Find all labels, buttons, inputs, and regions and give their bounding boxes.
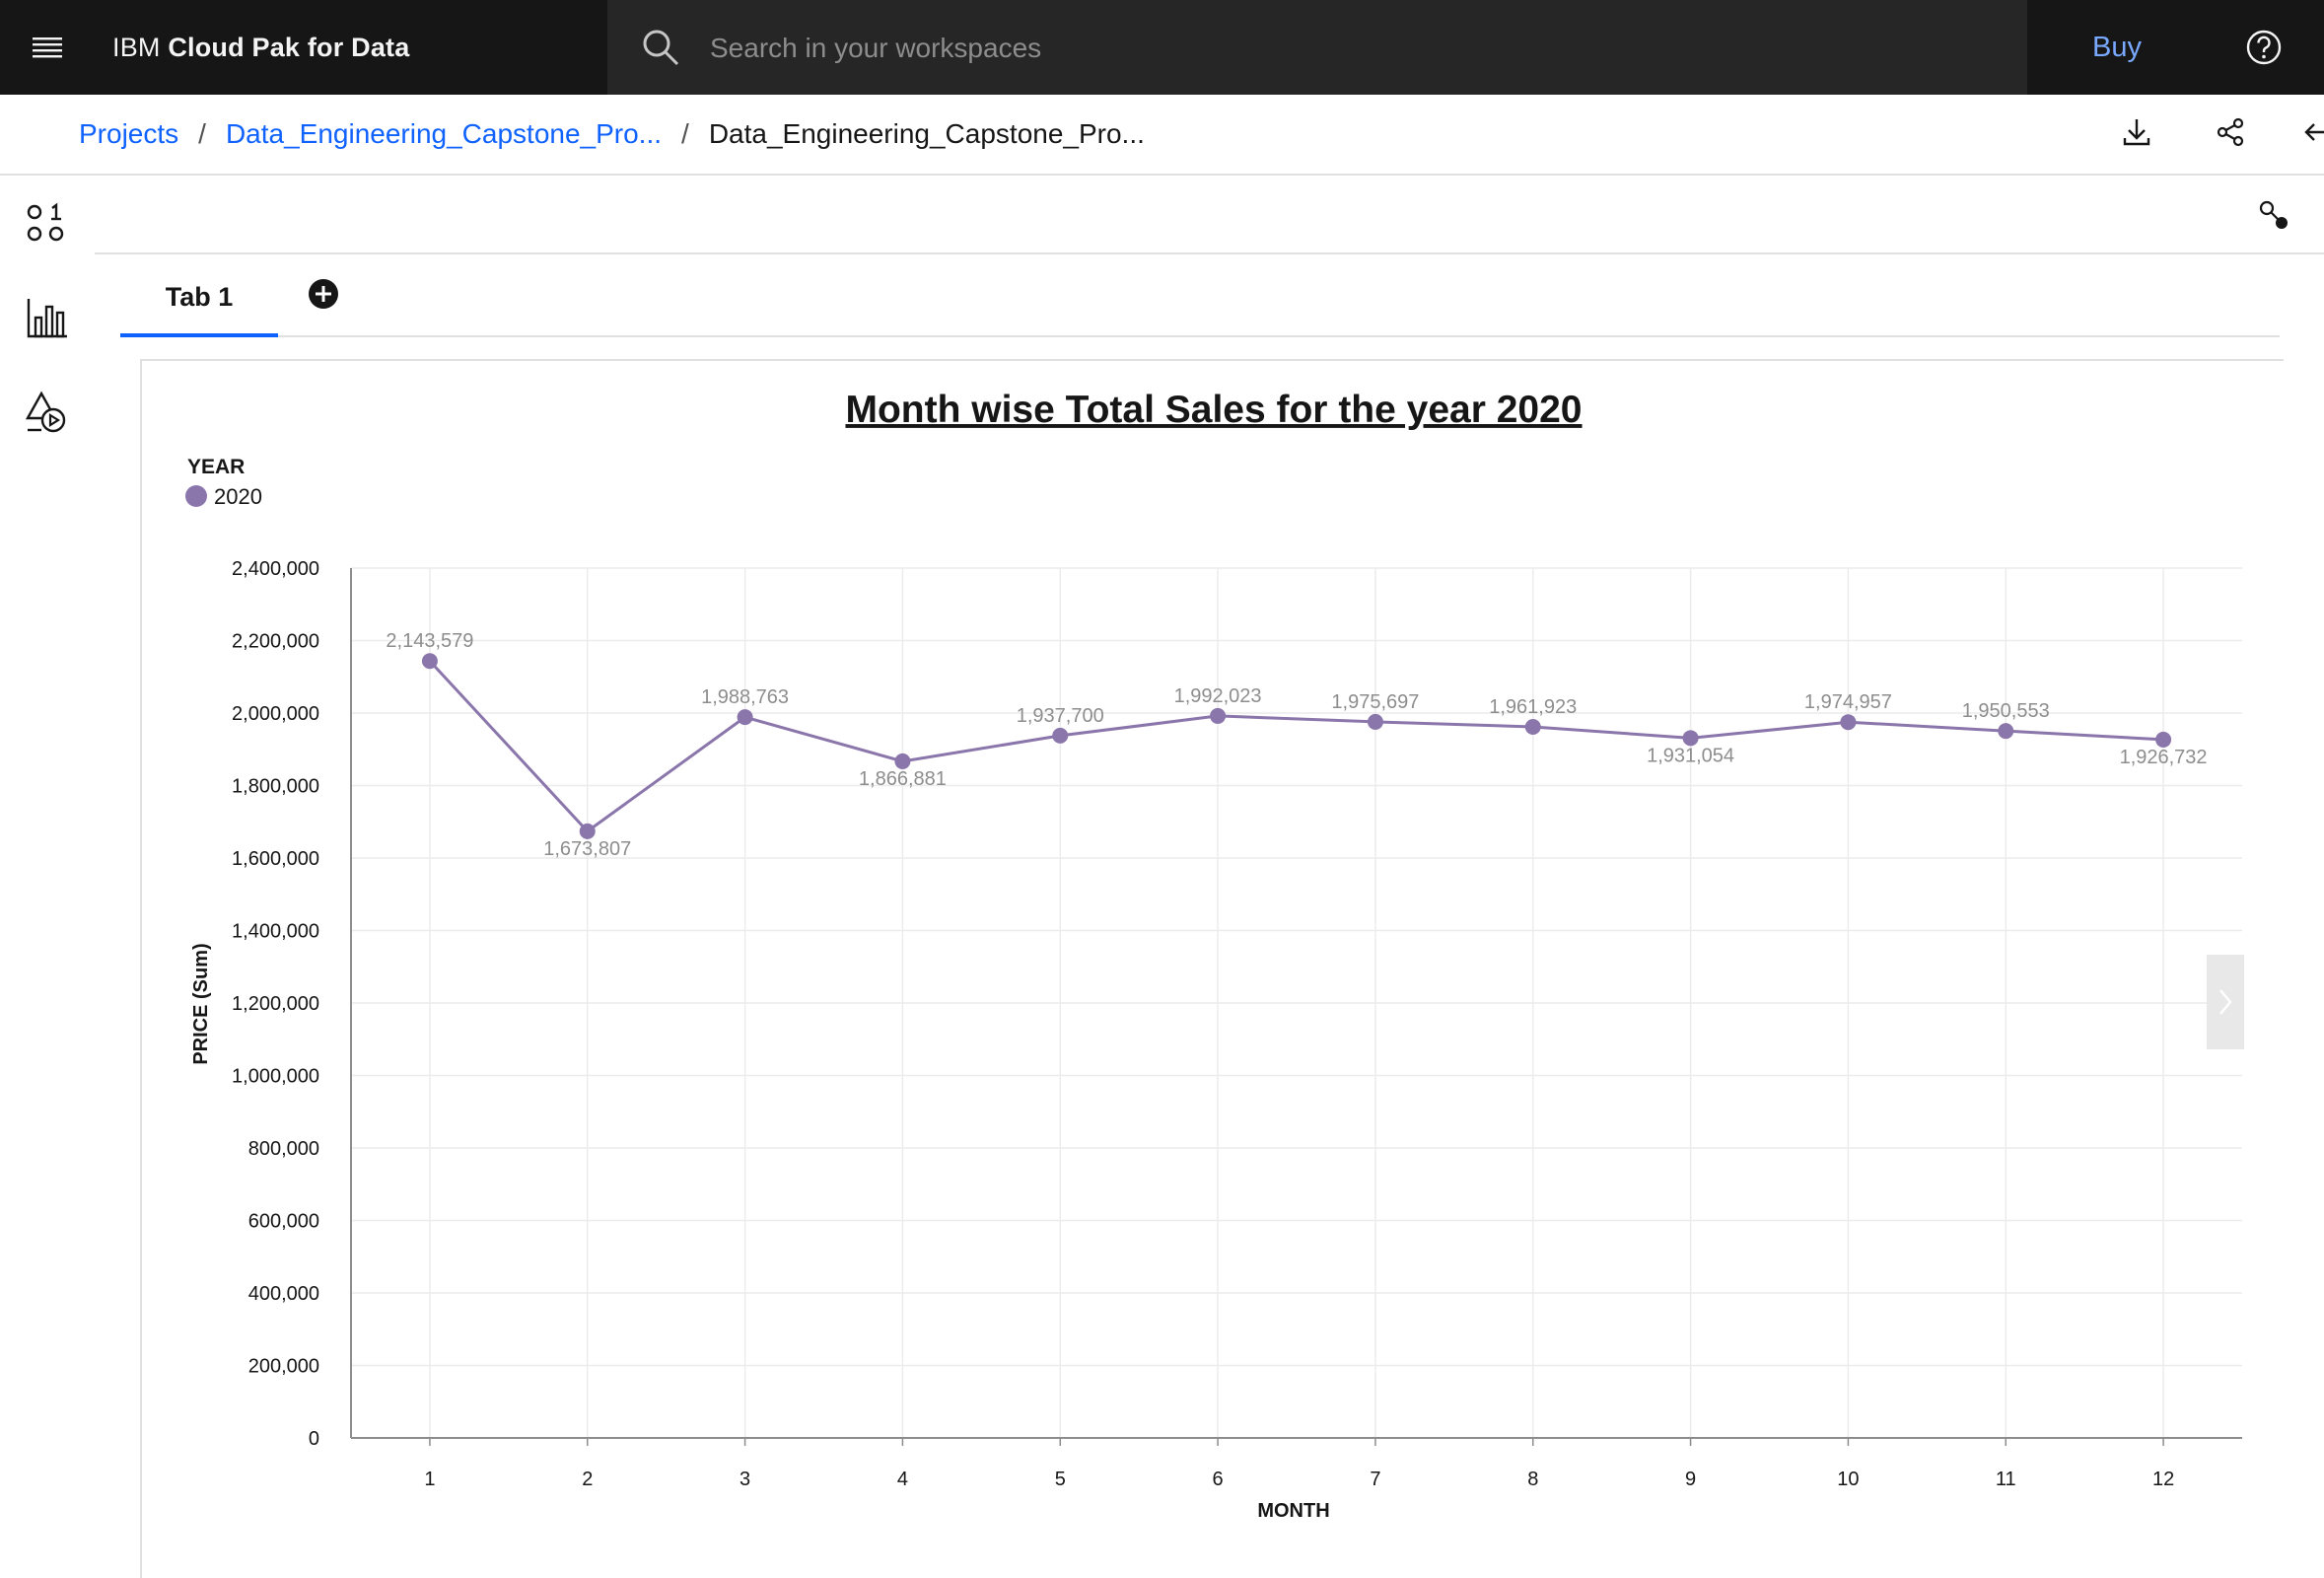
- filter-icon[interactable]: [2254, 195, 2293, 235]
- arrow-left-icon[interactable]: [2302, 110, 2324, 154]
- data-point[interactable]: [1524, 718, 1541, 735]
- data-icon[interactable]: [18, 193, 77, 252]
- breadcrumb-separator: /: [198, 118, 206, 149]
- data-label: 1,931,054: [1647, 745, 1734, 766]
- data-point[interactable]: [579, 823, 596, 839]
- add-circle-icon[interactable]: [306, 276, 341, 312]
- x-tick-label: 10: [1837, 1469, 1859, 1490]
- chart-panel: Month wise Total Sales for the year 2020…: [140, 359, 2284, 1578]
- y-tick-label: 1,000,000: [232, 1066, 319, 1088]
- data-label: 1,937,700: [1017, 705, 1104, 727]
- data-label: 1,988,763: [701, 686, 789, 708]
- y-tick-label: 200,000: [248, 1356, 319, 1378]
- y-tick-label: 0: [309, 1428, 319, 1450]
- search-bar: [607, 0, 2027, 95]
- search-input[interactable]: [708, 24, 1994, 73]
- line-chart[interactable]: Month wise Total Sales for the year 2020…: [142, 361, 2284, 1578]
- data-label: 1,961,923: [1489, 696, 1577, 718]
- y-axis-title: PRICE (Sum): [190, 943, 212, 1064]
- data-label: 1,926,732: [2120, 747, 2208, 768]
- breadcrumb-projects[interactable]: Projects: [79, 118, 179, 149]
- y-tick-label: 800,000: [248, 1138, 319, 1160]
- y-tick-label: 1,600,000: [232, 848, 319, 870]
- hamburger-menu-icon[interactable]: [0, 0, 95, 95]
- x-tick-label: 3: [739, 1469, 750, 1490]
- data-label: 1,950,553: [1962, 700, 2050, 722]
- series-line-2020[interactable]: [428, 660, 2164, 833]
- y-tick-label: 1,200,000: [232, 993, 319, 1015]
- x-axis-title: MONTH: [1257, 1500, 1329, 1522]
- top-header: IBM Cloud Pak for Data Buy: [0, 0, 2324, 95]
- x-tick-label: 12: [2152, 1469, 2174, 1490]
- visualization-icon[interactable]: [18, 288, 77, 347]
- data-label: 1,992,023: [1174, 685, 1262, 707]
- y-tick-label: 1,800,000: [232, 776, 319, 798]
- buy-link[interactable]: Buy: [2092, 32, 2142, 63]
- download-icon[interactable]: [2115, 110, 2158, 154]
- breadcrumb-project[interactable]: Data_Engineering_Capstone_Pro...: [225, 118, 663, 149]
- data-point[interactable]: [1682, 730, 1699, 747]
- tab-bar: Tab 1: [120, 254, 2280, 337]
- shapes-icon[interactable]: [18, 383, 77, 442]
- breadcrumb-bar: Projects / Data_Engineering_Capstone_Pro…: [0, 95, 2324, 176]
- product-name[interactable]: IBM Cloud Pak for Data: [112, 0, 409, 95]
- x-tick-label: 9: [1685, 1469, 1696, 1490]
- x-tick-label: 7: [1370, 1469, 1380, 1490]
- breadcrumb-current: Data_Engineering_Capstone_Pro...: [708, 118, 1145, 149]
- data-label: 1,673,807: [543, 838, 631, 860]
- data-point[interactable]: [421, 653, 438, 670]
- brand-name: Cloud Pak for Data: [168, 33, 410, 62]
- legend-marker: [185, 485, 207, 507]
- data-point[interactable]: [1998, 723, 2014, 740]
- brand-prefix: IBM: [112, 33, 161, 62]
- y-tick-label: 400,000: [248, 1283, 319, 1305]
- chevron-right-icon[interactable]: [2207, 955, 2244, 1049]
- data-label: 1,975,697: [1331, 691, 1419, 713]
- y-tick-label: 2,000,000: [232, 703, 319, 725]
- data-label: 1,866,881: [859, 768, 947, 790]
- help-icon[interactable]: [2217, 0, 2311, 95]
- x-tick-label: 6: [1213, 1469, 1224, 1490]
- y-tick-label: 600,000: [248, 1211, 319, 1233]
- legend-title: YEAR: [187, 456, 245, 478]
- data-point[interactable]: [1210, 707, 1227, 724]
- y-tick-label: 1,400,000: [232, 921, 319, 943]
- data-label: 2,143,579: [386, 630, 473, 652]
- data-point[interactable]: [894, 753, 911, 769]
- y-tick-label: 2,200,000: [232, 631, 319, 653]
- data-point[interactable]: [2155, 731, 2172, 748]
- share-icon[interactable]: [2209, 110, 2252, 154]
- data-point[interactable]: [1840, 714, 1857, 731]
- search-icon[interactable]: [641, 28, 680, 67]
- breadcrumb: Projects / Data_Engineering_Capstone_Pro…: [79, 95, 1145, 174]
- x-tick-label: 2: [582, 1469, 593, 1490]
- chart-title: Month wise Total Sales for the year 2020: [845, 389, 1582, 431]
- data-label: 1,974,957: [1804, 691, 1892, 713]
- legend-item-2020[interactable]: 2020: [214, 484, 262, 509]
- x-tick-label: 8: [1527, 1469, 1538, 1490]
- tab-1[interactable]: Tab 1: [120, 254, 278, 337]
- data-point[interactable]: [737, 709, 753, 726]
- x-tick-label: 1: [424, 1469, 435, 1490]
- canvas-toolbar: [95, 174, 2324, 254]
- data-point[interactable]: [1052, 727, 1069, 744]
- x-tick-label: 11: [1996, 1469, 2016, 1490]
- x-tick-label: 4: [897, 1469, 908, 1490]
- x-tick-label: 5: [1055, 1469, 1066, 1490]
- data-point[interactable]: [1367, 713, 1383, 730]
- breadcrumb-separator: /: [681, 118, 689, 149]
- y-tick-label: 2,400,000: [232, 558, 319, 580]
